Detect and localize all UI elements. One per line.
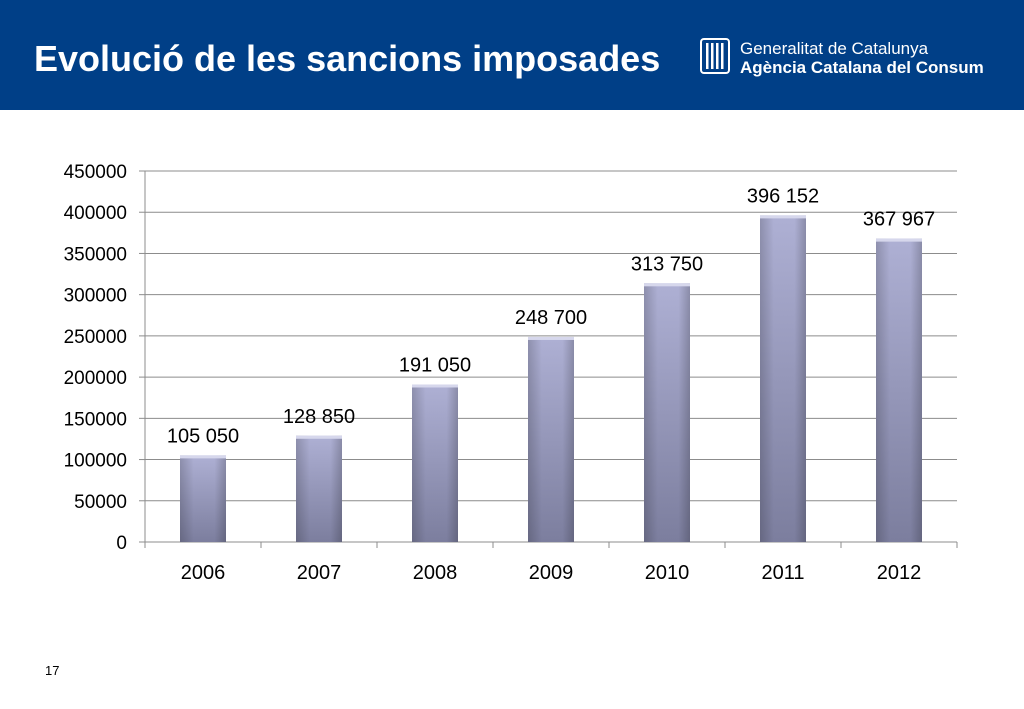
data-label: 105 050 [167, 425, 239, 447]
y-tick-label: 350000 [64, 244, 127, 265]
data-label: 128 850 [283, 406, 355, 428]
bar-top-highlight [180, 455, 226, 459]
y-tick-label: 300000 [64, 286, 127, 307]
x-tick-label: 2006 [181, 562, 226, 584]
page-title: Evolució de les sancions imposades [34, 38, 661, 79]
x-tick-label: 2008 [413, 562, 458, 584]
y-tick-label: 400000 [64, 203, 127, 224]
header-bar: Evolució de les sancions imposades Gener… [0, 0, 1024, 110]
bar-top-highlight [412, 384, 458, 388]
data-label: 248 700 [515, 307, 587, 329]
data-label: 367 967 [863, 209, 935, 231]
bar-shading [876, 238, 922, 542]
x-tick-label: 2011 [761, 562, 804, 584]
y-tick-label: 100000 [64, 451, 127, 472]
y-tick-label: 250000 [64, 327, 127, 348]
catalonia-emblem-icon [700, 38, 730, 74]
bar-shading [528, 336, 574, 542]
y-tick-label: 200000 [64, 368, 127, 389]
logo-text-agencia: Agència Catalana del Consum [740, 58, 984, 77]
y-tick-label: 150000 [64, 409, 127, 430]
bar-top-highlight [644, 283, 690, 287]
x-tick-label: 2012 [877, 562, 922, 584]
y-tick-label: 50000 [74, 492, 127, 513]
bars [180, 215, 922, 542]
bar-shading [760, 215, 806, 542]
x-tick-label: 2007 [297, 562, 342, 584]
page-number: 17 [45, 663, 60, 678]
data-label: 313 750 [631, 253, 703, 275]
y-tick-label: 450000 [64, 162, 127, 183]
x-tick-label: 2009 [529, 562, 574, 584]
bar-shading [412, 384, 458, 542]
logo-text-generalitat: Generalitat de Catalunya [740, 39, 929, 58]
bar-top-highlight [760, 215, 806, 219]
generalitat-logo: Generalitat de Catalunya Agència Catalan… [700, 38, 1000, 78]
bar-top-highlight [876, 238, 922, 242]
bar-shading [180, 455, 226, 542]
data-label: 191 050 [399, 354, 471, 376]
data-label: 396 152 [747, 185, 819, 207]
labels: 0 50000 100000 150000 200000 250000 300000 3500… [64, 162, 936, 584]
bar-shading [296, 435, 342, 542]
bar-top-highlight [528, 336, 574, 340]
y-tick-label: 0 [116, 533, 127, 554]
bar-top-highlight [296, 435, 342, 439]
x-tick-label: 2010 [645, 562, 690, 584]
bar-shading [644, 283, 690, 542]
